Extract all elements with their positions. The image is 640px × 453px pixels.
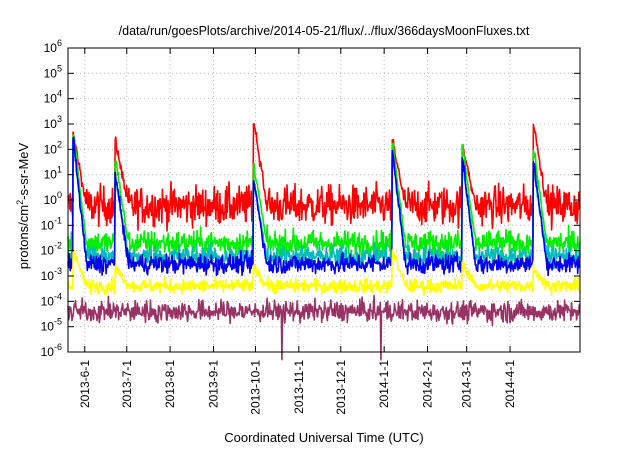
y-tick-label: 104: [44, 89, 62, 106]
x-tick-label: 2014-3-1: [460, 360, 474, 408]
x-tick-label: 2013-7-1: [120, 360, 134, 408]
x-tick-label: 2013-8-1: [163, 360, 177, 408]
y-tick-label: 10-4: [41, 291, 62, 308]
y-tick-exponent: 0: [57, 190, 62, 200]
y-tick-exponent: 5: [57, 63, 62, 73]
y-tick-label: 10-5: [41, 317, 62, 334]
y-tick-label: 10-2: [41, 241, 62, 258]
y-tick-exponent: -6: [54, 342, 62, 352]
x-axis-label: Coordinated Universal Time (UTC): [224, 430, 423, 445]
series-line: [67, 134, 581, 261]
x-tick-label: 2014-4-1: [503, 360, 517, 408]
y-tick-exponent: 3: [57, 114, 62, 124]
x-tick-label: 2013-11-1: [292, 360, 306, 414]
y-tick-exponent: 6: [57, 38, 62, 48]
series-layer: [67, 122, 581, 361]
y-axis-label: protons/cm2-s-sr-MeV: [15, 142, 31, 269]
y-tick-exponent: -2: [54, 241, 62, 251]
y-axis-label-superscript: 2: [15, 200, 25, 205]
x-axis-ticks: 2013-6-1 2013-7-1 2013-8-1 2013-9-1 2013-10-…: [78, 48, 517, 415]
y-tick-exponent: 4: [57, 89, 62, 99]
chart-title: /data/run/goesPlots/archive/2014-05-21/f…: [119, 24, 530, 38]
series-line: [67, 249, 581, 297]
y-axis-label-tail: -s-sr-MeV: [16, 142, 31, 199]
y-tick-label: 10-1: [41, 215, 62, 232]
y-tick-label: 10-3: [41, 266, 62, 283]
x-tick-label: 2014-1-1: [377, 360, 391, 408]
y-tick-exponent: 1: [57, 165, 62, 175]
y-tick-exponent: -5: [54, 317, 62, 327]
y-tick-label: 101: [44, 165, 62, 182]
x-tick-label: 2013-6-1: [78, 360, 92, 408]
y-tick-label: 105: [44, 63, 62, 80]
y-tick-label: 10-6: [41, 342, 62, 359]
y-tick-exponent: -1: [54, 215, 62, 225]
series-line: [67, 136, 581, 277]
x-tick-label: 2013-9-1: [206, 360, 220, 408]
y-tick-label: 106: [44, 38, 62, 55]
y-tick-label: 102: [44, 139, 62, 156]
y-tick-exponent: -4: [54, 291, 62, 301]
y-tick-exponent: -3: [54, 266, 62, 276]
y-tick-label: 103: [44, 114, 62, 131]
series-line: [67, 294, 581, 361]
series-line: [67, 122, 581, 232]
x-tick-label: 2013-10-1: [248, 360, 262, 415]
y-axis-label-base: protons/cm: [16, 205, 31, 269]
x-tick-label: 2013-12-1: [334, 360, 348, 415]
y-tick-exponent: 2: [57, 139, 62, 149]
y-tick-label: 100: [44, 190, 62, 207]
x-tick-label: 2014-2-1: [421, 360, 435, 408]
